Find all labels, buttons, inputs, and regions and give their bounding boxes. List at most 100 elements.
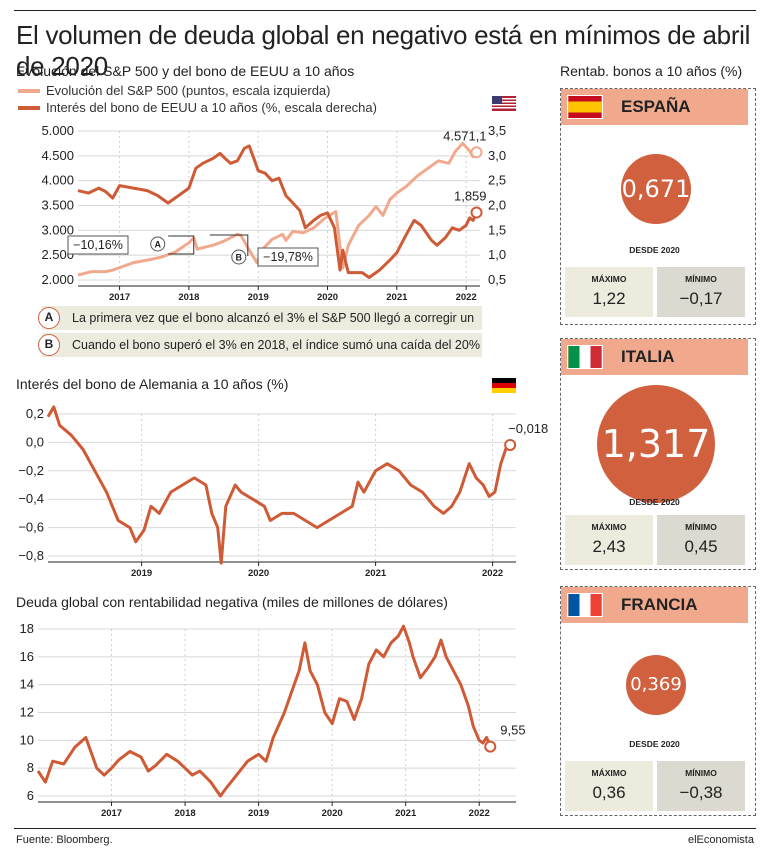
y-tick-label: 4.000 — [41, 173, 74, 188]
france-max-label: MÁXIMO — [591, 768, 627, 778]
y-tick-label: 3.000 — [41, 222, 74, 237]
italy-min-value: 0,45 — [684, 537, 718, 556]
x-tick-label: 2022 — [482, 568, 503, 579]
x-tick-label: 2017 — [109, 292, 130, 303]
chart-1-title: Evolución del S&P 500 y del bono de EEUU… — [16, 63, 355, 79]
chart-2-title: Interés del bono de Alemania a 10 años (… — [16, 376, 289, 392]
panel-spain-name: ESPAÑA — [621, 97, 691, 116]
france-min-label: MÍNIMO — [685, 768, 717, 778]
y-right-tick-label: 3,0 — [488, 148, 506, 163]
france-max-value: 0,36 — [592, 783, 626, 802]
y-tick-label: −0,8 — [18, 548, 44, 563]
spain-max-value: 1,22 — [592, 289, 626, 308]
series-end-marker-0 — [484, 740, 497, 753]
italy-max-value: 2,43 — [592, 537, 626, 556]
france-min-value: −0,38 — [679, 783, 723, 802]
x-tick-label: 2021 — [395, 808, 417, 819]
annotation-a-badge — [150, 236, 166, 252]
germany-flag-icon — [492, 378, 516, 393]
usa-flag-icon — [492, 96, 516, 111]
panel-italy-header: ITALIA — [561, 339, 748, 375]
x-tick-label: 2018 — [175, 808, 196, 819]
italy-min-box: MÍNIMO 0,45 — [657, 515, 745, 565]
y-tick-label: 4.500 — [41, 148, 74, 163]
y-tick-label: 16 — [20, 649, 34, 664]
italy-max-box: MÁXIMO 2,43 — [565, 515, 653, 565]
series-end-label-0: 9,55 — [500, 723, 525, 738]
annotation-b-badge-letter: B — [236, 253, 243, 263]
france-flag-icon — [567, 593, 603, 617]
spain-flag-icon — [567, 95, 603, 119]
x-tick-label: 2021 — [386, 292, 408, 303]
series-end-marker-0 — [504, 438, 517, 451]
italy-flag-icon — [567, 345, 603, 369]
y-tick-label: 0,2 — [26, 406, 44, 421]
series-end-label-1: 1,859 — [454, 189, 487, 204]
annotation-b-badge — [231, 249, 247, 265]
footer-rule — [14, 828, 756, 829]
y-right-tick-label: 1,0 — [488, 247, 506, 262]
france-min-box: MÍNIMO −0,38 — [657, 761, 745, 811]
spain-yield-bubble: 0,671 — [621, 154, 691, 224]
x-tick-label: 2017 — [101, 808, 122, 819]
y-tick-label: 10 — [20, 732, 34, 747]
x-tick-label: 2021 — [365, 568, 387, 579]
legend-us-bond-label: Interés del bono de EEUU a 10 años (%, e… — [46, 100, 377, 115]
x-tick-label: 2019 — [131, 568, 152, 579]
series-line-1 — [77, 144, 478, 279]
y-tick-label: 0,0 — [26, 434, 44, 449]
x-tick-label: 2022 — [456, 292, 477, 303]
france-max-box: MÁXIMO 0,36 — [565, 761, 653, 811]
italy-min-label: MÍNIMO — [685, 522, 717, 532]
y-right-tick-label: 2,5 — [488, 173, 506, 188]
legend-us-bond: Interés del bono de EEUU a 10 años (%, e… — [18, 100, 377, 115]
y-tick-label: 2.500 — [41, 247, 74, 262]
top-rule — [14, 10, 756, 11]
spain-max-label: MÁXIMO — [591, 274, 627, 284]
panel-france: FRANCIA 0,369 DESDE 2020 MÁXIMO 0,36 MÍN… — [560, 586, 756, 816]
spain-min-label: MÍNIMO — [685, 274, 717, 284]
legend-swatch-light — [18, 88, 40, 93]
annotation-a-badge-letter: A — [154, 240, 161, 250]
panel-spain: ESPAÑA 0,671 DESDE 2020 MÁXIMO 1,22 MÍNI… — [560, 88, 756, 325]
x-tick-label: 2019 — [248, 808, 269, 819]
panel-france-header: FRANCIA — [561, 587, 748, 623]
italy-since-label: DESDE 2020 — [629, 497, 680, 507]
legend-sp500-label: Evolución del S&P 500 (puntos, escala iz… — [46, 83, 331, 98]
x-tick-label: 2020 — [317, 292, 338, 303]
y-tick-label: 18 — [20, 621, 34, 636]
x-tick-label: 2020 — [322, 808, 343, 819]
series-end-marker-1 — [470, 206, 483, 219]
note-a-badge: A — [38, 307, 60, 329]
annotation-b-label: −19,78% — [263, 250, 313, 264]
y-tick-label: −0,4 — [18, 491, 44, 506]
panel-france-name: FRANCIA — [621, 595, 698, 614]
note-b: B Cuando el bono superó el 3% en 2018, e… — [38, 333, 482, 357]
y-tick-label: 2.000 — [41, 272, 74, 287]
y-tick-label: 12 — [20, 705, 34, 720]
y-right-tick-label: 0,5 — [488, 272, 506, 287]
panel-italy: ITALIA 1,317 DESDE 2020 MÁXIMO 2,43 MÍNI… — [560, 338, 756, 570]
x-tick-label: 2018 — [178, 292, 199, 303]
x-tick-label: 2020 — [248, 568, 269, 579]
brand-credit: elEconomista — [687, 834, 754, 846]
note-b-badge: B — [38, 334, 60, 356]
x-tick-label: 2019 — [248, 292, 269, 303]
annotation-b-bracket — [209, 234, 249, 256]
y-right-tick-label: 1,5 — [488, 222, 506, 237]
x-tick-label: 2022 — [469, 808, 490, 819]
y-right-tick-label: 3,5 — [488, 123, 506, 138]
italy-yield-bubble: 1,317 — [597, 385, 715, 503]
right-panel-title: Rentab. bonos a 10 años (%) — [560, 63, 743, 79]
spain-min-box: MÍNIMO −0,17 — [657, 267, 745, 317]
note-b-text: Cuando el bono superó el 3% en 2018, el … — [72, 338, 480, 352]
y-tick-label: 14 — [20, 677, 34, 692]
france-yield-bubble: 0,369 — [626, 655, 686, 715]
y-right-tick-label: 2,0 — [488, 198, 506, 213]
y-tick-label: 8 — [27, 760, 34, 775]
spain-min-value: −0,17 — [679, 289, 723, 308]
spain-max-box: MÁXIMO 1,22 — [565, 267, 653, 317]
panel-italy-name: ITALIA — [621, 347, 675, 366]
